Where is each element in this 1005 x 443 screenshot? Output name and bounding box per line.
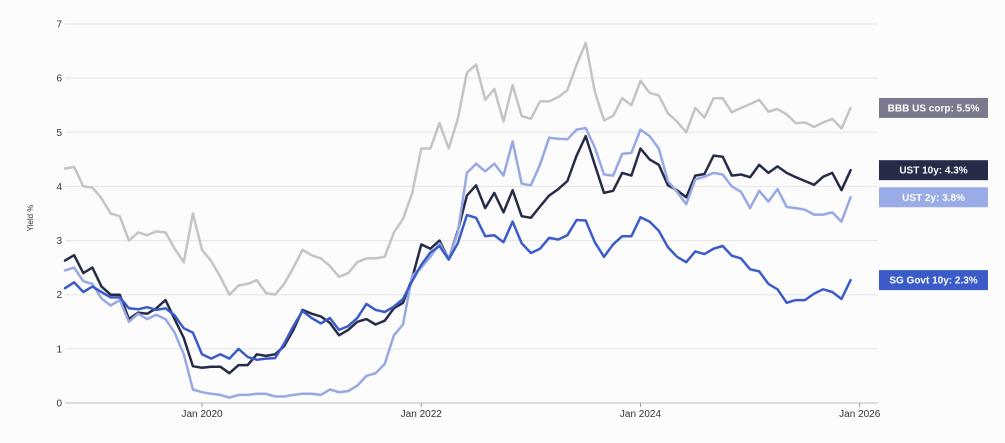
y-tick-label: 4: [56, 182, 62, 193]
x-axis-ticks: Jan 2020 Jan 2022 Jan 2024 Jan 2026: [181, 403, 881, 420]
end-label-bbb-us-corp: BBB US corp: 5.5%: [888, 103, 980, 114]
y-tick-label: 0: [56, 399, 62, 410]
y-tick-label: 3: [56, 236, 62, 247]
end-label-ust-2y: UST 2y: 3.8%: [902, 193, 965, 204]
x-tick-label: Jan 2022: [401, 409, 443, 420]
end-label-box-ust-2y: [879, 187, 988, 208]
end-label-box-bbb-us-corp: [879, 97, 988, 118]
y-tick-label: 1: [56, 344, 62, 355]
series-line-ust-2y: [63, 126, 852, 399]
series-line-ust-10y: [63, 134, 852, 375]
end-label-box-ust-10y: [879, 160, 988, 181]
x-tick-label: Jan 2020: [181, 409, 223, 420]
y-axis-title: Yield %: [26, 205, 35, 232]
y-tick-label: 5: [56, 128, 62, 139]
series-line-bbb-us-corp: [63, 41, 852, 296]
y-axis-ticks: 0 1 2 3 4 5 6 7: [56, 20, 62, 410]
series-lines: [63, 41, 852, 399]
end-labels: BBB US corp: 5.5% UST 10y: 4.3% UST 2y: 3.…: [879, 97, 988, 291]
end-label-sg-govt-10y: SG Govt 10y: 2.3%: [889, 276, 977, 287]
y-tick-label: 7: [56, 20, 62, 31]
end-label-box-sg-govt-10y: [879, 270, 988, 291]
x-tick-label: Jan 2026: [839, 409, 881, 420]
x-tick-label: Jan 2024: [620, 409, 662, 420]
series-line-sg-govt-10y: [63, 213, 852, 361]
end-label-ust-10y: UST 10y: 4.3%: [899, 166, 967, 177]
y-tick-label: 2: [56, 290, 62, 301]
y-tick-label: 6: [56, 74, 62, 85]
